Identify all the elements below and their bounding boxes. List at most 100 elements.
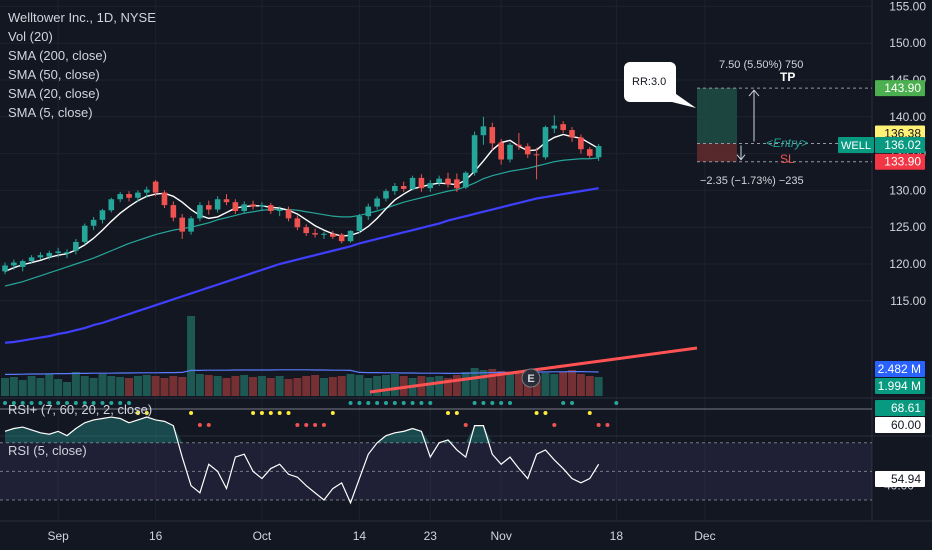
- time-tick-label: 18: [610, 529, 624, 543]
- candle-body: [11, 262, 17, 266]
- candle-body: [312, 233, 318, 235]
- candle-body: [498, 142, 504, 160]
- time-tick-label: Dec: [694, 529, 715, 543]
- candle-body: [524, 146, 531, 155]
- chart-legend: Welltower Inc., 1D, NYSE Vol (20) SMA (2…: [8, 8, 156, 122]
- volume-bar: [541, 373, 550, 396]
- rsi-plus-dot: [481, 401, 486, 405]
- legend-item-sma200[interactable]: SMA (200, close): [8, 48, 107, 63]
- volume-bar: [594, 377, 603, 396]
- candle-body: [241, 204, 248, 212]
- volume-bar: [142, 375, 151, 396]
- candle-body: [268, 205, 274, 212]
- candle-body: [143, 189, 150, 193]
- last-price-tag-bg: [875, 137, 925, 153]
- volume-bars: [1, 316, 603, 396]
- price-tick-label: 140.00: [889, 110, 926, 124]
- candle-body: [37, 255, 44, 258]
- tp-label: TP: [780, 70, 795, 84]
- price-tick-label: 125.00: [889, 220, 926, 234]
- volume-bar: [576, 374, 585, 396]
- volume-bar: [151, 376, 160, 396]
- rsi-plus-dot: [38, 401, 43, 405]
- candle-body: [569, 130, 575, 138]
- candle-body: [560, 124, 566, 131]
- legend-item-vol[interactable]: Vol (20): [8, 29, 53, 44]
- candle-body: [409, 177, 416, 189]
- volume-bar: [178, 377, 187, 396]
- candle-body: [365, 206, 372, 217]
- earnings-marker-circle: [521, 368, 541, 388]
- candle-body: [303, 227, 310, 234]
- volume-bar: [435, 376, 444, 396]
- candle-body: [99, 210, 106, 220]
- rsi-value-tag-bg: [875, 471, 925, 487]
- rsi-plus-dot: [259, 411, 264, 415]
- rsi-plus-dot: [3, 401, 7, 405]
- candle-body: [152, 181, 159, 193]
- volume-ma-tag-text: 2.482 M: [878, 362, 921, 376]
- rsi-plus-dot: [20, 401, 25, 405]
- rr-label: RR:3.0: [632, 76, 666, 88]
- rsi-pane-label[interactable]: RSI (5, close): [8, 443, 87, 458]
- candle-body: [462, 172, 469, 188]
- rsi-plus-dot: [552, 423, 557, 427]
- price-tick-label: 115.00: [890, 294, 926, 308]
- volume-bar: [204, 375, 213, 396]
- entry-label: <Entry>: [766, 136, 808, 150]
- rsi-plus-dot: [348, 401, 353, 405]
- volume-bar: [559, 372, 568, 396]
- volume-bar: [160, 378, 169, 396]
- candle-body: [356, 216, 363, 231]
- rsi-plus-dot: [321, 423, 326, 427]
- candle-body: [533, 154, 540, 156]
- volume-bar: [133, 376, 142, 396]
- candle-body: [551, 125, 558, 129]
- volume-bar: [426, 377, 435, 396]
- candle-body: [19, 261, 26, 267]
- time-tick-label: 16: [149, 529, 163, 543]
- candle-body: [338, 234, 345, 242]
- rsi-plus-dot: [561, 401, 566, 405]
- candle-body: [454, 179, 460, 189]
- rsi-plus-dot: [304, 423, 309, 427]
- rsi-plus-dot: [91, 401, 96, 405]
- volume-ma-line: [5, 369, 599, 375]
- volume-bar: [63, 382, 72, 396]
- candle-body: [108, 199, 115, 211]
- volume-bar: [18, 380, 27, 396]
- candle-body: [471, 135, 478, 173]
- symbol-tag-label: WELL: [841, 140, 871, 152]
- volume-bar: [390, 374, 399, 396]
- legend-item-sma20[interactable]: SMA (20, close): [8, 86, 100, 101]
- price-tick-label: 155.00: [889, 0, 926, 13]
- tp-price-tag-bg: [875, 80, 925, 97]
- volume-bar: [328, 377, 337, 396]
- volume-bar: [346, 374, 355, 396]
- rsi-plus-dot: [614, 401, 619, 405]
- volume-ma-tag: 2.482 M: [875, 361, 925, 377]
- sma50-line: [4, 157, 599, 287]
- candle-body: [90, 219, 97, 226]
- legend-title[interactable]: Welltower Inc., 1D, NYSE: [8, 10, 156, 25]
- rsi-plus-pane-label[interactable]: RSI+ (7, 60, 20, 2, close): [8, 402, 153, 417]
- legend-item-sma5[interactable]: SMA (5, close): [8, 105, 93, 120]
- volume-bar: [36, 378, 45, 396]
- candle-body: [188, 218, 194, 232]
- stop-loss-zone: [697, 143, 737, 162]
- candle-body: [197, 205, 203, 219]
- time-tick-label: Sep: [47, 529, 69, 543]
- legend-item-sma50[interactable]: SMA (50, close): [8, 67, 100, 82]
- candle-body: [427, 183, 434, 189]
- volume-bar: [550, 374, 559, 396]
- volume-bar: [231, 376, 240, 396]
- rsi-band: [0, 442, 872, 500]
- candle-body: [383, 191, 389, 199]
- rsi-plus-dot: [109, 401, 114, 405]
- rsi-plus-dot: [543, 411, 548, 415]
- rsi-plus-dot: [357, 401, 362, 405]
- volume-bar: [45, 374, 54, 396]
- take-profit-zone: [697, 88, 737, 144]
